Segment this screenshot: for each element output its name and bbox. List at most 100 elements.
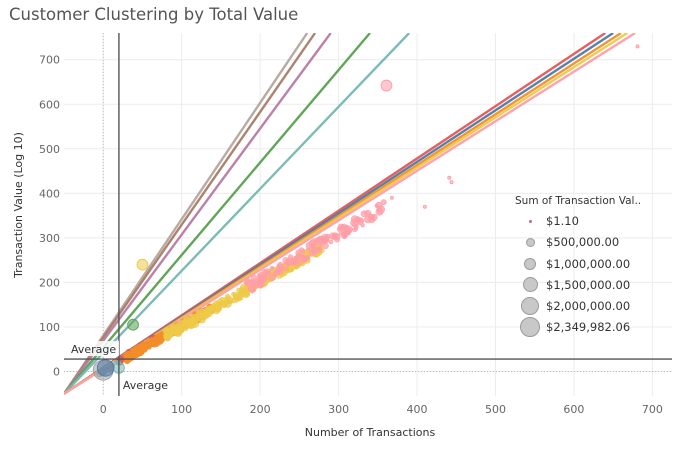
data-point[interactable] bbox=[177, 323, 183, 329]
legend-item[interactable]: $500,000.00 bbox=[516, 232, 676, 253]
data-point[interactable] bbox=[250, 286, 257, 293]
data-point[interactable] bbox=[223, 300, 228, 306]
x-tick-label: 400 bbox=[407, 403, 428, 416]
y-tick-label: 100 bbox=[39, 321, 60, 334]
y-axis-title: Transaction Value (Log 10) bbox=[12, 132, 25, 279]
size-marker-icon bbox=[524, 257, 536, 270]
legend-title: Sum of Transaction Val.. bbox=[515, 195, 642, 207]
y-tick-label: 500 bbox=[39, 143, 60, 156]
data-point[interactable] bbox=[374, 203, 379, 208]
legend-item-label: $1,000,000.00 bbox=[546, 256, 631, 271]
legend-items: $1.10 $500,000.00 $1,000,000.00 $1,500,000.… bbox=[516, 211, 676, 339]
data-point[interactable] bbox=[354, 226, 359, 231]
legend-item-label: $1,500,000.00 bbox=[546, 277, 631, 292]
data-point[interactable] bbox=[340, 231, 349, 239]
trend-line[interactable] bbox=[64, 33, 371, 395]
data-point[interactable] bbox=[318, 245, 323, 251]
y-tick-label: 400 bbox=[39, 187, 60, 200]
data-point[interactable] bbox=[380, 79, 393, 92]
legend-item-label: $1.10 bbox=[546, 214, 579, 228]
data-point[interactable] bbox=[344, 225, 350, 230]
legend-item[interactable]: $1,500,000.00 bbox=[516, 275, 676, 296]
data-point[interactable] bbox=[350, 215, 359, 224]
trend-line[interactable] bbox=[64, 33, 332, 395]
data-point[interactable] bbox=[287, 267, 293, 272]
size-legend: Sum of Transaction Val.. $1.10 $500,000.0… bbox=[515, 195, 676, 339]
x-tick-label: 500 bbox=[485, 403, 506, 416]
data-point[interactable] bbox=[316, 236, 323, 243]
data-point[interactable] bbox=[163, 332, 170, 339]
average-label-y: Average bbox=[71, 343, 116, 356]
data-point[interactable] bbox=[298, 255, 307, 263]
average-label-bg bbox=[69, 341, 119, 357]
data-point[interactable] bbox=[217, 298, 224, 304]
size-marker-icon bbox=[520, 317, 540, 338]
data-point[interactable] bbox=[136, 258, 149, 271]
legend-item-label: $2,349,982.06 bbox=[546, 320, 631, 335]
data-points[interactable] bbox=[92, 44, 640, 381]
y-tick-label: 200 bbox=[39, 276, 60, 289]
data-point[interactable] bbox=[285, 257, 294, 266]
y-tick-label: 600 bbox=[39, 98, 60, 111]
legend-item[interactable]: $2,000,000.00 bbox=[516, 296, 676, 317]
x-axis-title: Number of Transactions bbox=[305, 426, 436, 439]
legend-item[interactable]: $1,000,000.00 bbox=[516, 254, 676, 275]
x-tick-label: 700 bbox=[642, 403, 663, 416]
legend-item-label: $500,000.00 bbox=[546, 235, 620, 250]
axis-ticks: 0 100 200 300 400 500 600 700 0 100 200 300 400 500 60… bbox=[39, 54, 663, 416]
size-marker-icon bbox=[528, 219, 532, 223]
data-point[interactable] bbox=[269, 266, 275, 271]
data-point[interactable] bbox=[449, 180, 454, 185]
data-point[interactable] bbox=[188, 316, 196, 323]
data-point[interactable] bbox=[334, 236, 340, 243]
data-point[interactable] bbox=[268, 273, 276, 282]
data-point[interactable] bbox=[352, 222, 357, 228]
data-point[interactable] bbox=[370, 213, 378, 221]
data-point[interactable] bbox=[276, 267, 281, 273]
data-point[interactable] bbox=[635, 44, 640, 49]
trend-line[interactable] bbox=[64, 33, 411, 395]
data-point[interactable] bbox=[206, 311, 213, 317]
data-point[interactable] bbox=[305, 242, 313, 249]
data-point[interactable] bbox=[284, 266, 289, 271]
average-label-x: Average bbox=[123, 379, 168, 392]
data-point[interactable] bbox=[328, 239, 334, 245]
legend-item[interactable]: $1.10 bbox=[516, 211, 676, 232]
data-point[interactable] bbox=[235, 295, 242, 302]
data-point[interactable] bbox=[219, 302, 224, 307]
data-point[interactable] bbox=[359, 218, 364, 223]
trend-line[interactable] bbox=[64, 33, 317, 395]
reference-lines: Average Average bbox=[64, 33, 672, 396]
data-point[interactable] bbox=[214, 305, 222, 313]
data-point[interactable] bbox=[323, 235, 330, 242]
data-point[interactable] bbox=[96, 359, 115, 377]
data-point[interactable] bbox=[380, 199, 387, 206]
data-point[interactable] bbox=[244, 278, 253, 287]
data-point[interactable] bbox=[389, 195, 394, 200]
data-point[interactable] bbox=[360, 210, 368, 218]
data-point[interactable] bbox=[242, 290, 250, 298]
data-point[interactable] bbox=[447, 175, 452, 180]
data-point[interactable] bbox=[295, 253, 301, 259]
y-tick-label: 0 bbox=[53, 366, 60, 379]
data-point[interactable] bbox=[294, 259, 301, 267]
data-point[interactable] bbox=[322, 243, 329, 250]
data-point[interactable] bbox=[150, 337, 158, 344]
data-point[interactable] bbox=[422, 204, 427, 209]
data-point[interactable] bbox=[140, 345, 147, 353]
data-point[interactable] bbox=[136, 350, 141, 355]
data-point[interactable] bbox=[298, 247, 305, 253]
data-point[interactable] bbox=[376, 205, 386, 214]
data-point[interactable] bbox=[308, 249, 317, 257]
x-tick-label: 0 bbox=[100, 403, 107, 416]
data-point[interactable] bbox=[260, 274, 268, 282]
x-tick-label: 300 bbox=[328, 403, 349, 416]
data-point[interactable] bbox=[231, 298, 236, 304]
data-point[interactable] bbox=[127, 318, 139, 331]
chart-title: Customer Clustering by Total Value bbox=[9, 5, 299, 24]
x-tick-label: 600 bbox=[563, 403, 584, 416]
data-point[interactable] bbox=[265, 269, 271, 275]
legend-item[interactable]: $2,349,982.06 bbox=[516, 317, 676, 338]
data-point[interactable] bbox=[254, 278, 262, 286]
